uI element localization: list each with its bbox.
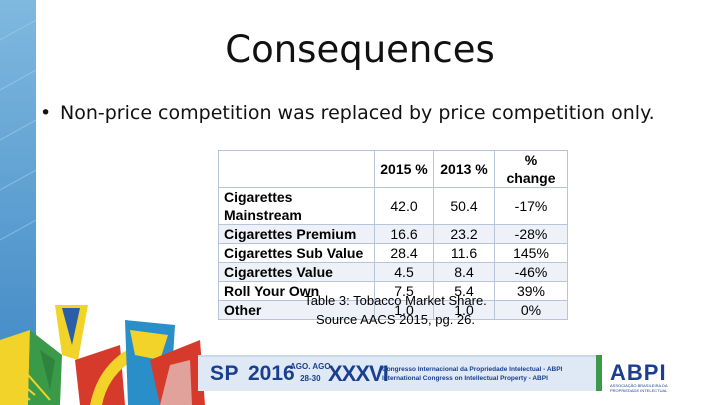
row-label: Cigarettes Value [218, 262, 375, 282]
cell-2013: 50.4 [433, 187, 495, 225]
cell-2015: 16.6 [374, 224, 434, 244]
footer-edition: XXXVI [328, 361, 389, 386]
bullet-dot-icon: • [40, 102, 52, 124]
table-row: Cigarettes Sub Value 28.4 11.6 145% [218, 243, 568, 263]
cell-2015: 42.0 [374, 187, 434, 225]
footer-dates-line-1: AGO. AGO [290, 362, 331, 371]
cell-2013: 23.2 [433, 224, 495, 244]
cell-2015: 7.5 [374, 281, 434, 301]
row-label: Other [218, 300, 375, 320]
cell-2013: 1.0 [433, 300, 495, 320]
footer-artwork [0, 305, 602, 405]
cell-2015: 1.0 [374, 300, 434, 320]
abpi-logo: ABPI [610, 360, 667, 385]
footer-dates-line-2: 28-30 [300, 374, 321, 383]
cell-2013: 5.4 [433, 281, 495, 301]
table-row: Cigarettes Value 4.5 8.4 -46% [218, 262, 568, 282]
bullet-text: Non-price competition was replaced by pr… [60, 102, 655, 124]
table-row: Roll Your Own 7.5 5.4 39% [218, 281, 568, 301]
table-header-row: 2015 % 2013 % % change [218, 150, 568, 188]
table-header-change: % change [494, 150, 568, 188]
cell-change: -17% [494, 187, 568, 225]
table-caption: Table 3: Tobacco Market Share. Source AA… [218, 291, 573, 329]
bullet-item: • Non-price competition was replaced by p… [40, 102, 655, 124]
cell-change: -28% [494, 224, 568, 244]
footer-dates: AGO. AGO 28-30 [290, 361, 331, 385]
table-row: Other 1.0 1.0 0% [218, 300, 568, 320]
caption-line-2: Source AACS 2015, pg. 26. [316, 312, 475, 327]
cell-change: -46% [494, 262, 568, 282]
cell-2015: 4.5 [374, 262, 434, 282]
cell-2013: 8.4 [433, 262, 495, 282]
footer-congress: Congresso Internacional da Propriedade I… [382, 365, 562, 383]
caption-line-1: Table 3: Tobacco Market Share. [304, 293, 487, 308]
table-header-blank [218, 150, 375, 188]
footer-city: SP [210, 362, 240, 385]
footer-congress-line-1: Congresso Internacional da Propriedade I… [382, 366, 563, 373]
row-label: Cigarettes Premium [218, 224, 375, 244]
cell-2015: 28.4 [374, 243, 434, 263]
abpi-logo-subtitle: ASSOCIAÇÃO BRASILEIRA DA PROPRIEDADE INT… [610, 383, 668, 393]
cell-change: 145% [494, 243, 568, 263]
footer-congress-line-2: International Congress on Intellectual P… [382, 375, 548, 382]
market-share-table: 2015 % 2013 % % change Cigarettes Mainst… [218, 150, 568, 320]
table-row: Cigarettes Premium 16.6 23.2 -28% [218, 224, 568, 244]
row-label: Cigarettes Mainstream [218, 187, 375, 225]
row-label: Roll Your Own [218, 281, 375, 301]
row-label: Cigarettes Sub Value [218, 243, 375, 263]
table-header-2013: 2013 % [433, 150, 495, 188]
footer-year: 2016 [248, 362, 295, 385]
table-row: Cigarettes Mainstream 42.0 50.4 -17% [218, 187, 568, 225]
table-header-2015: 2015 % [374, 150, 434, 188]
slide-title: Consequences [225, 28, 495, 71]
cell-2013: 11.6 [433, 243, 495, 263]
cell-change: 39% [494, 281, 568, 301]
cell-change: 0% [494, 300, 568, 320]
